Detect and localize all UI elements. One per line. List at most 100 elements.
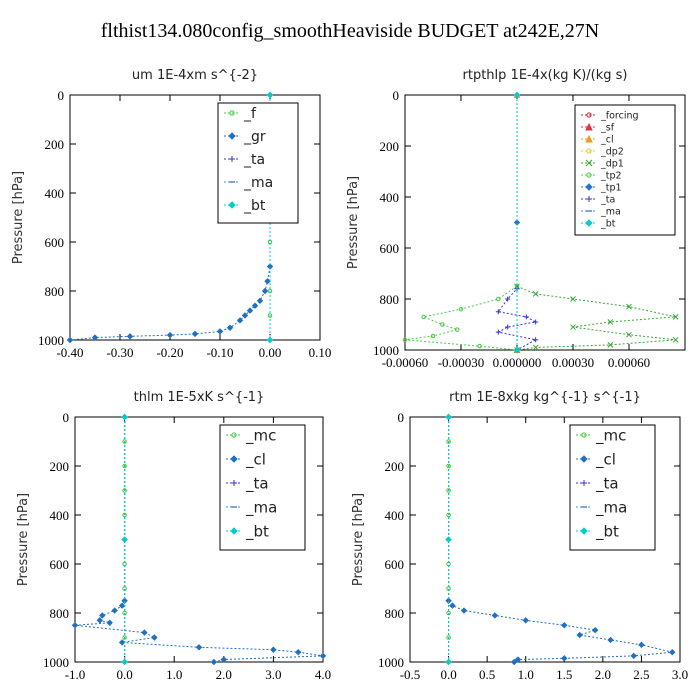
y-tick-label: 1000 [373,343,399,358]
legend-marker [581,480,587,486]
x-tick-label: 3.0 [265,667,281,682]
data-point [672,336,679,343]
y-tick-label: 600 [50,557,70,572]
data-point [510,658,518,666]
x-tick-label: -0.40 [56,345,83,360]
data-point [669,648,676,656]
series-cl [71,413,327,666]
data-point [607,342,614,348]
chart-thlm: thlm 1E-5xK s^{-1} Pressure [hPa] 0 200 400 6… [16,390,331,682]
data-point [455,327,460,332]
data-point [266,336,274,344]
data-point [121,658,128,666]
data-point [118,602,126,609]
legend-marker [586,148,592,154]
legend-label: _forcing [600,110,639,121]
data-point [319,652,327,660]
legend-marker [231,432,237,438]
data-point [477,343,482,349]
x-tick-label: 3.0 [672,667,688,682]
data-point [532,344,539,351]
figure-title: flthist134.080config_smoothHeaviside BUD… [100,20,600,42]
data-point [607,319,614,325]
series-bt [121,413,128,666]
legend-label: _ta [245,474,269,493]
data-point [166,331,174,339]
data-point [440,322,445,327]
legend-label: _bt [245,522,269,541]
data-point [264,277,271,285]
legend-label: _ma [243,175,273,191]
chart-rtm: rtm 1E-8xkg kg^{-1} s^{-1} Pressure [hPa]… [351,390,688,682]
legend-label: _cl [595,450,616,469]
x-tick-label: 2.5 [633,667,649,682]
data-point [505,324,511,330]
x-tick-label: 1.5 [556,667,572,682]
y-tick-label: 0 [393,88,400,103]
legend-box [574,104,676,236]
data-point [570,296,576,302]
legend-label: _ma [245,498,277,517]
legend-marker [231,480,237,486]
y-tick-label: 0 [398,410,405,425]
series-line [516,285,676,351]
legend-label: _cl [245,450,266,469]
data-point [216,328,224,335]
x-tick-label: -0.00060 [382,355,429,370]
legend-marker [580,455,588,463]
legend-label: _ta [595,474,619,493]
data-point [522,617,529,624]
data-point [226,324,234,331]
data-point [256,297,264,305]
y-tick-label: 600 [45,235,65,250]
x-tick-label: 0.10 [309,345,332,360]
data-point [491,612,499,619]
data-point [513,91,521,99]
legend-marker [229,156,235,162]
legend-label: _ma [600,206,621,217]
y-tick-label: 800 [380,292,400,307]
y-tick-label: 1000 [43,655,69,670]
legend-marker [585,159,593,167]
legend-label: _mc [595,426,626,445]
x-tick-label: 2.0 [216,667,232,682]
x-tick-label: -1.0 [65,667,86,682]
chart-title: rtpthlp 1E-4x(kg K)/(kg s) [463,68,628,83]
chart-rtpthlp: rtpthlp 1E-4x(kg K)/(kg s) Pressure [hPa]… [346,68,686,370]
y-tick-label: 0 [58,88,65,103]
series-bt [513,91,521,354]
series-line [74,417,324,663]
legend-marker [586,196,592,202]
data-point [191,330,199,338]
y-tick-label: 400 [50,508,70,523]
x-tick-label: 2.0 [595,667,611,682]
data-point [246,307,254,314]
legend-label: _dp2 [600,146,624,157]
data-point [449,602,456,609]
x-tick-label: 4.0 [315,667,331,682]
data-point [122,635,127,640]
data-point [421,314,426,320]
legend-marker [230,527,238,535]
legend-label: _bt [243,198,266,214]
data-point [118,639,126,646]
data-point [141,629,148,636]
legend-marker [585,134,593,143]
data-point [458,306,464,312]
data-point [523,314,529,320]
data-point [495,329,501,335]
legend-marker [586,112,592,118]
legend-marker [585,122,593,131]
plot-frame [69,94,321,341]
x-tick-label: 0.00 [259,345,282,360]
legend-marker [585,219,593,227]
data-point [626,331,632,338]
data-point [236,317,244,324]
data-point [533,337,539,343]
data-point [445,536,452,543]
data-point [121,413,128,421]
legend-marker [581,432,587,438]
legend-marker [585,183,593,191]
data-point [445,597,452,604]
x-tick-label: 0.0 [116,667,132,682]
